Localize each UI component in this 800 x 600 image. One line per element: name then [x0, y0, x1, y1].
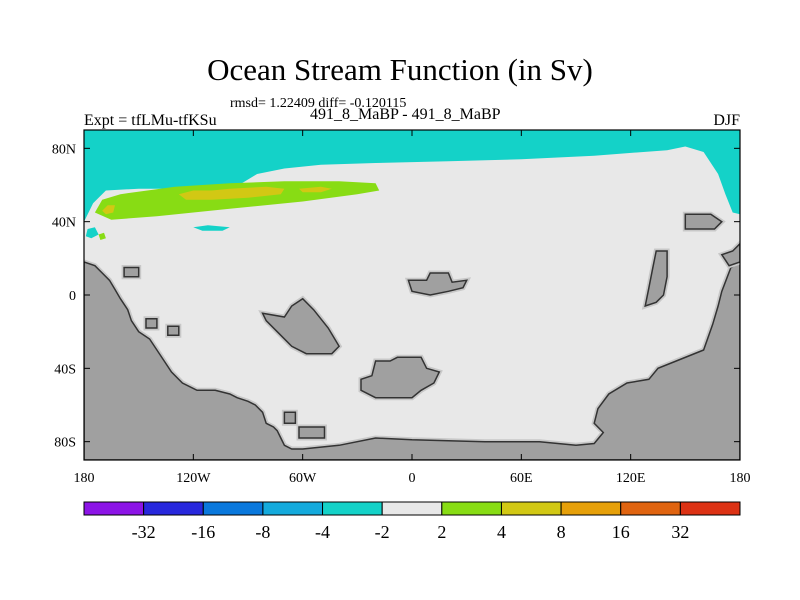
- colorbar-label: 32: [671, 522, 689, 542]
- contour-region-1: [84, 130, 740, 222]
- small-island-b: [298, 426, 326, 439]
- east-bump: [720, 242, 740, 267]
- x-tick-label: 180: [74, 471, 95, 486]
- colorbar-swatch: [143, 501, 204, 516]
- experiment-label: Expt = tfLMu-tfKSu: [84, 112, 217, 129]
- south-island: [360, 356, 441, 399]
- colorbar-swatch: [560, 501, 622, 516]
- y-tick-label: 80N: [52, 142, 76, 157]
- colorbar: -32 -16 -8 -4 -2 2 4 8 16 32: [83, 501, 741, 542]
- central-island: [261, 297, 341, 355]
- contour-region-2: [85, 227, 99, 239]
- colorbar-swatch: [83, 501, 145, 516]
- contour-region-5: [98, 232, 106, 240]
- contour-region-8: [299, 186, 332, 193]
- colorbar-swatch: [381, 501, 443, 516]
- contour-region-7: [178, 186, 285, 200]
- colorbar-label: -16: [191, 522, 215, 542]
- chart-subtitle: 491_8_MaBP - 491_8_MaBP: [310, 106, 501, 123]
- colorbar-label: 8: [557, 522, 566, 542]
- island-3: [167, 325, 180, 337]
- colorbar-label: 16: [612, 522, 630, 542]
- y-tick-label: 40N: [52, 216, 76, 231]
- east-ridge: [644, 250, 668, 308]
- x-tick-label: 60E: [510, 471, 533, 486]
- y-tick-label: 40S: [54, 362, 76, 377]
- axis-ticks: 180 120W 60W 0 60E 120E 180 80N 40N 0 40S 80S: [52, 130, 751, 486]
- colorbar-label: -2: [375, 522, 390, 542]
- colorbar-swatch: [679, 501, 741, 516]
- colorbar-swatch: [262, 501, 324, 516]
- colorbar-label: 4: [497, 522, 506, 542]
- colorbar-swatch: [322, 501, 383, 516]
- x-tick-label: 60W: [289, 471, 317, 486]
- colorbar-label: -4: [315, 522, 330, 542]
- colorbar-swatch: [441, 501, 502, 516]
- small-island-a: [283, 411, 297, 425]
- y-tick-label: 80S: [54, 436, 76, 451]
- east-bar: [684, 213, 723, 230]
- island-2: [145, 318, 158, 329]
- island-1: [123, 266, 140, 278]
- x-tick-label: 120W: [176, 471, 211, 486]
- land-masses: [84, 211, 740, 460]
- x-tick-label: 120E: [616, 471, 646, 486]
- y-tick-label: 0: [69, 289, 76, 304]
- contour-region-6: [102, 205, 115, 215]
- chart-title: Ocean Stream Function (in Sv): [207, 52, 593, 87]
- x-tick-label: 0: [409, 471, 416, 486]
- colorbar-label: -8: [255, 522, 270, 542]
- western-continent: [84, 261, 740, 460]
- colorbar-label: -32: [132, 522, 156, 542]
- chart-stats: rmsd= 1.22409 diff= -0.120115: [230, 96, 407, 111]
- colorbar-swatch: [500, 501, 562, 516]
- contour-region-3: [193, 225, 230, 231]
- colorbar-label: 2: [437, 522, 446, 542]
- contour-regions: [84, 130, 740, 240]
- x-tick-label: 180: [730, 471, 751, 486]
- season-label: DJF: [713, 112, 740, 129]
- colorbar-swatch: [620, 501, 681, 516]
- north-island: [407, 272, 469, 296]
- colorbar-swatch: [202, 501, 264, 516]
